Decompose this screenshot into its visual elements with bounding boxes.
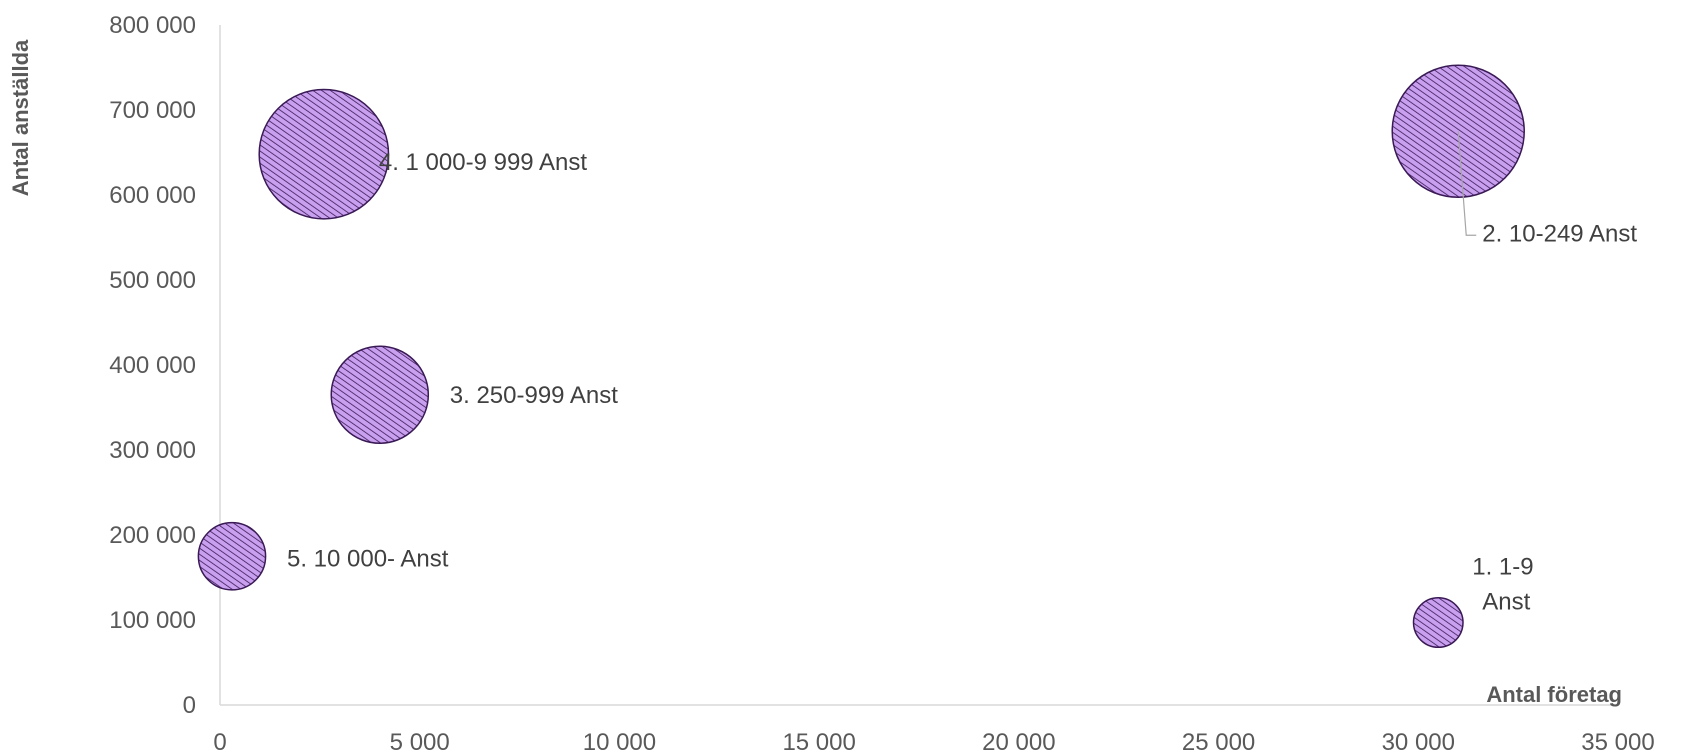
x-tick-label: 15 000 [782,729,855,755]
bubble-label: 4. 1 000-9 999 Anst [379,149,587,176]
bubble-labels: 1. 1-9 Anst 2. 10-249 Anst 3. 250-999 Anst 4… [287,131,1637,616]
y-tick-label: 400 000 [109,352,196,379]
y-tick-label: 200 000 [109,522,196,549]
y-tick-label: 500 000 [109,267,196,294]
x-tick-label: 30 000 [1382,729,1455,755]
x-tick-label: 25 000 [1182,729,1255,755]
y-tick-label: 0 [183,692,196,719]
y-tick-label: 300 000 [109,437,196,464]
x-tick-label: 0 [213,729,226,755]
bubble-label: 2. 10-249 Anst [1482,220,1637,247]
bubble [258,88,390,220]
y-tick-label: 800 000 [109,12,196,39]
bubble-label: 5. 10 000- Anst [287,545,449,572]
x-tick-label: 20 000 [982,729,1055,755]
bubble-label: 3. 250-999 Anst [450,382,618,409]
x-axis-title: Antal företag [1486,682,1622,707]
x-tick-label: 5 000 [390,729,450,755]
y-tick-label: 100 000 [109,607,196,634]
x-tick-label: 10 000 [583,729,656,755]
bubble [330,345,430,445]
label-leader-line [1457,131,1477,236]
y-axis-title: Antal anställda [8,39,33,196]
bubble [1412,597,1464,649]
bubble-label: 1. 1-9 [1472,554,1533,581]
bubble [197,521,267,591]
y-tick-label: 600 000 [109,182,196,209]
y-tick-label: 700 000 [109,97,196,124]
x-tick-label: 35 000 [1581,729,1654,755]
bubble-label: Anst [1482,589,1530,616]
axes: 0 100 000 200 000 300 000 400 000 500 000 600 … [109,12,1654,755]
